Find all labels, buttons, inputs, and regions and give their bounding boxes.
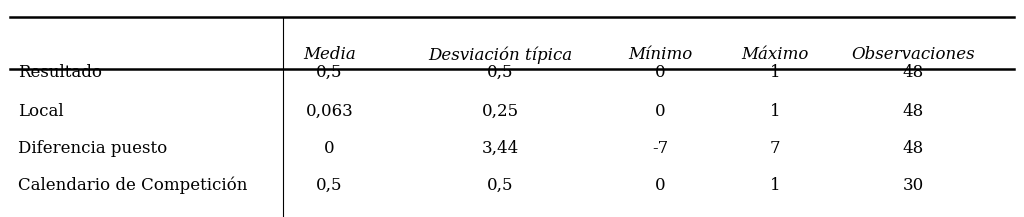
Text: 0: 0	[655, 177, 666, 194]
Text: 48: 48	[903, 64, 924, 81]
Text: Máximo: Máximo	[741, 46, 809, 63]
Text: Local: Local	[18, 103, 63, 120]
Text: 48: 48	[903, 140, 924, 157]
Text: 7: 7	[770, 140, 780, 157]
Text: Diferencia puesto: Diferencia puesto	[18, 140, 168, 157]
Text: 0: 0	[655, 103, 666, 120]
Text: Media: Media	[303, 46, 355, 63]
Text: 1: 1	[770, 103, 780, 120]
Text: 3,44: 3,44	[481, 140, 518, 157]
Text: 0,5: 0,5	[316, 64, 343, 81]
Text: Observaciones: Observaciones	[852, 46, 975, 63]
Text: Resultado: Resultado	[18, 64, 102, 81]
Text: 0: 0	[324, 140, 335, 157]
Text: 0,25: 0,25	[481, 103, 518, 120]
Text: Mínimo: Mínimo	[629, 46, 692, 63]
Text: 48: 48	[903, 103, 924, 120]
Text: -7: -7	[652, 140, 669, 157]
Text: 0,063: 0,063	[305, 103, 353, 120]
Text: Calendario de Competición: Calendario de Competición	[18, 177, 248, 194]
Text: 0,5: 0,5	[486, 177, 513, 194]
Text: 1: 1	[770, 177, 780, 194]
Text: Desviación típica: Desviación típica	[428, 46, 572, 64]
Text: 1: 1	[770, 64, 780, 81]
Text: 30: 30	[903, 177, 924, 194]
Text: 0,5: 0,5	[486, 64, 513, 81]
Text: 0: 0	[655, 64, 666, 81]
Text: 0,5: 0,5	[316, 177, 343, 194]
